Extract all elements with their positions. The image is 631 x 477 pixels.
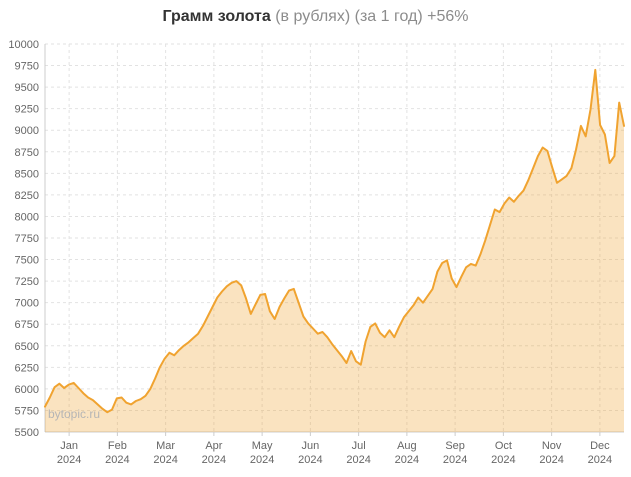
y-axis-label: 6250 [15, 362, 39, 374]
y-axis-label: 6750 [15, 319, 39, 331]
x-axis-label-month: Feb [108, 440, 127, 452]
x-axis-label-month: Jul [352, 440, 366, 452]
chart-header: Грамм золота (в рублях) (за 1 год) +56% [0, 7, 631, 27]
y-axis-label: 9000 [15, 125, 39, 137]
y-axis-label: 7500 [15, 255, 39, 267]
price-line [44, 68, 625, 414]
x-axis-label-year: 2024 [57, 454, 81, 466]
x-axis-label-month: Nov [542, 440, 562, 452]
x-axis-label-month: Mar [156, 440, 175, 452]
area-fill [45, 69, 624, 433]
chart-title: Грамм золота [162, 8, 271, 25]
x-axis-label-year: 2024 [491, 454, 515, 466]
y-axis-label: 9250 [15, 104, 39, 116]
x-axis-label-month: May [252, 440, 273, 452]
y-axis-label: 5500 [15, 427, 39, 439]
x-axis-label-year: 2024 [105, 454, 129, 466]
x-axis-label-year: 2024 [539, 454, 563, 466]
x-axis-label-year: 2024 [443, 454, 467, 466]
x-axis-label-month: Aug [397, 440, 417, 452]
y-axis-label: 9750 [15, 61, 39, 73]
y-axis-label: 8750 [15, 147, 39, 159]
x-axis-label-year: 2024 [346, 454, 370, 466]
y-axis-label: 8500 [15, 168, 39, 180]
watermark: bytopic.ru [48, 407, 101, 421]
chart-subtitle: (в рублях) (за 1 год) +56% [275, 8, 469, 25]
x-axis-label-month: Sep [445, 440, 465, 452]
y-axis-label: 10000 [8, 39, 39, 51]
y-axis-label: 7250 [15, 276, 39, 288]
x-axis-label-month: Oct [495, 440, 512, 452]
x-axis-label-year: 2024 [298, 454, 322, 466]
x-axis-label-month: Jan [60, 440, 78, 452]
y-axis-label: 8250 [15, 190, 39, 202]
x-axis-label-month: Jun [302, 440, 320, 452]
y-axis-label: 6500 [15, 341, 39, 353]
x-axis-label-year: 2024 [153, 454, 177, 466]
y-axis-label: 7750 [15, 233, 39, 245]
y-axis-label: 9500 [15, 82, 39, 94]
x-axis-label-year: 2024 [202, 454, 226, 466]
y-axis-label: 5750 [15, 405, 39, 417]
y-axis-label: 7000 [15, 298, 39, 310]
x-axis-label-month: Apr [205, 440, 222, 452]
x-axis-label-month: Dec [590, 440, 610, 452]
y-axis-label: 6000 [15, 384, 39, 396]
x-axis-label-year: 2024 [588, 454, 612, 466]
y-axis-label: 8000 [15, 211, 39, 223]
x-axis-label-year: 2024 [395, 454, 419, 466]
x-axis-label-year: 2024 [250, 454, 274, 466]
